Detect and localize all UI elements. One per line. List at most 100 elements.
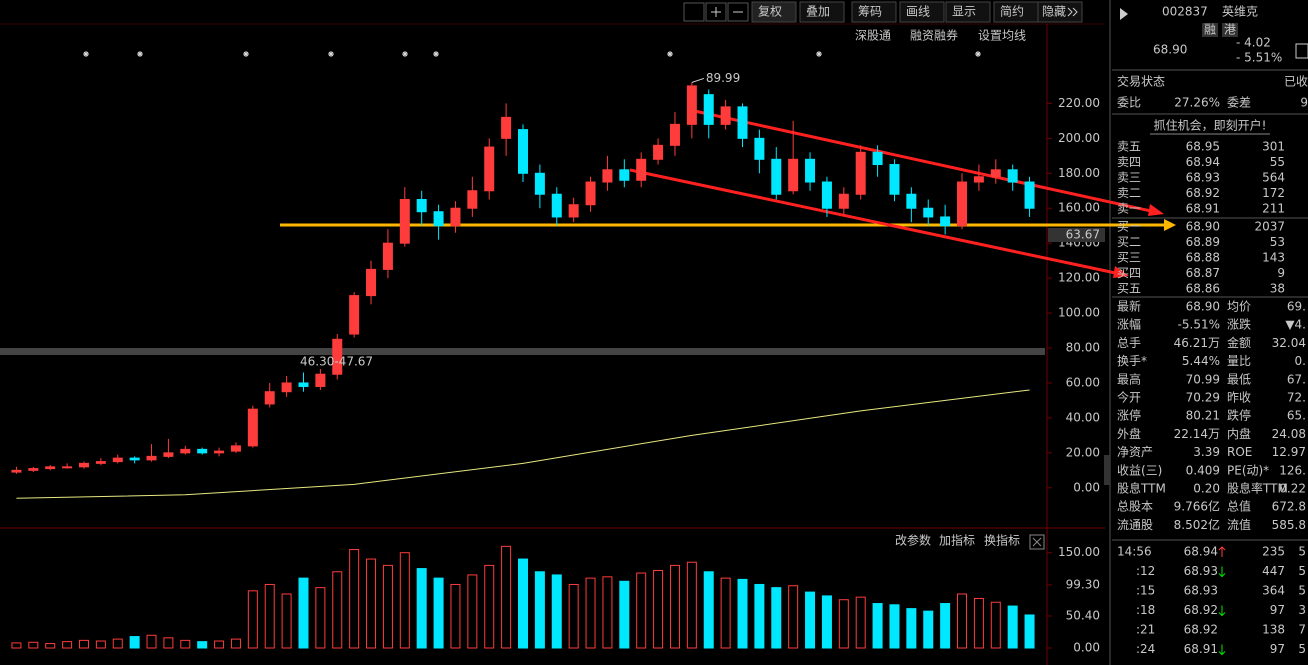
candle-body xyxy=(889,164,900,195)
close-button[interactable] xyxy=(1029,534,1045,550)
book-label: 卖四 xyxy=(1117,155,1141,169)
volume-bar xyxy=(332,571,343,649)
volume-tool[interactable]: 加指标 xyxy=(939,533,975,548)
toolbar-button-label[interactable]: 隐藏 xyxy=(1042,5,1066,19)
sub-tool[interactable]: 深股通 xyxy=(855,29,891,43)
volume-bar xyxy=(180,639,191,649)
candle-body xyxy=(838,193,849,209)
event-marker[interactable] xyxy=(433,51,439,57)
event-marker[interactable] xyxy=(243,51,249,57)
event-marker[interactable] xyxy=(402,51,408,57)
book-price: 68.90 xyxy=(1186,220,1220,234)
stat-value: 65. xyxy=(1287,409,1306,423)
volume-bar xyxy=(669,564,680,649)
y-tick-label: 60.00 xyxy=(1066,375,1100,389)
stat-value: 3.39 xyxy=(1193,445,1220,459)
candle-body xyxy=(332,338,343,375)
banner[interactable]: 抓住机会，即刻开户! xyxy=(1154,118,1267,133)
nav-arrow[interactable] xyxy=(1120,8,1128,20)
sub-tool[interactable]: 融资融券 xyxy=(910,28,958,43)
volume-bar xyxy=(163,637,174,649)
event-marker[interactable] xyxy=(975,51,981,57)
candle-body xyxy=(467,190,478,209)
stat-value: 67. xyxy=(1287,372,1306,386)
stat-label: 金额 xyxy=(1227,335,1251,350)
volume-bar xyxy=(416,568,427,649)
sub-tool[interactable]: 设置均线 xyxy=(978,29,1026,43)
candle-body xyxy=(737,106,748,139)
stat-value: 46.21万 xyxy=(1174,336,1220,350)
tick-count: 7 xyxy=(1298,623,1306,637)
y-tick-label: 0.00 xyxy=(1073,480,1100,494)
book-price: 68.89 xyxy=(1186,235,1220,249)
ratio-value: 27.26% xyxy=(1174,96,1220,110)
candle-body xyxy=(281,382,292,393)
tool-icon[interactable] xyxy=(727,2,749,22)
toolbar-button[interactable] xyxy=(851,1,897,23)
v-tick-label: 99.30 xyxy=(1066,577,1100,591)
volume-tool[interactable]: 换指标 xyxy=(984,533,1020,548)
volume-tool[interactable]: 改参数 xyxy=(895,533,931,548)
trend-line xyxy=(629,168,1126,277)
stat-value: 24.08 xyxy=(1272,427,1306,441)
event-marker[interactable] xyxy=(667,51,673,57)
tag: 港 xyxy=(1224,23,1236,37)
book-price: 68.93 xyxy=(1186,171,1220,185)
volume-bar xyxy=(551,574,562,649)
candle-body xyxy=(957,181,968,227)
volume-bar xyxy=(855,596,866,649)
candle-body xyxy=(95,461,106,464)
tool-icon[interactable] xyxy=(683,2,705,22)
candle-body xyxy=(669,123,680,146)
event-marker[interactable] xyxy=(816,51,822,57)
toolbar-button[interactable] xyxy=(1037,1,1083,23)
volume-bar xyxy=(484,564,495,649)
volume-bar xyxy=(382,564,393,649)
v-tick-label: 150.00 xyxy=(1058,545,1100,559)
volume-bar xyxy=(940,603,951,649)
volume-bar xyxy=(78,639,89,649)
toolbar-button[interactable] xyxy=(799,1,845,23)
add-button[interactable] xyxy=(1295,43,1308,59)
stat-label: 总股本 xyxy=(1117,500,1153,514)
collapse-handle[interactable] xyxy=(1104,455,1110,485)
toolbar-button-label[interactable]: 简约 xyxy=(1000,4,1024,19)
toolbar-button-label[interactable]: 叠加 xyxy=(806,5,830,19)
tick-price: 68.94 xyxy=(1184,545,1218,559)
volume-bar xyxy=(771,587,782,649)
stat-label: 昨收 xyxy=(1227,391,1251,405)
candle-body xyxy=(197,448,208,454)
stat-label: 净资产 xyxy=(1117,445,1153,459)
toolbar-button-label[interactable]: 画线 xyxy=(906,5,930,19)
toolbar-button[interactable] xyxy=(899,1,945,23)
volume-bar xyxy=(653,569,664,649)
tick-arrow xyxy=(1218,644,1226,656)
stock-code: 002837 xyxy=(1162,5,1208,19)
tick-arrow xyxy=(1218,546,1226,557)
stat-value: 585.8 xyxy=(1272,518,1306,532)
toolbar-button-label[interactable]: 筹码 xyxy=(858,5,882,19)
arrow-head xyxy=(1113,266,1129,278)
book-label: 卖五 xyxy=(1117,140,1141,154)
toolbar-button[interactable] xyxy=(751,1,797,23)
candle-body xyxy=(821,181,832,209)
stat-value: 126. xyxy=(1279,463,1306,477)
price-marker: 63.67 xyxy=(1066,228,1100,242)
event-marker[interactable] xyxy=(328,51,334,57)
y-tick-label: 120.00 xyxy=(1058,271,1100,285)
toolbar-button-label[interactable]: 复权 xyxy=(758,5,782,19)
volume-bar xyxy=(349,549,360,649)
change-pct: - 5.51% xyxy=(1236,51,1282,65)
candle-body xyxy=(247,408,258,447)
volume-bar xyxy=(889,604,900,649)
book-label: 卖一 xyxy=(1117,202,1141,216)
volume-bar xyxy=(230,638,241,649)
stat-value: 0.22 xyxy=(1279,482,1306,496)
candle-body xyxy=(146,455,157,461)
toolbar-button-label[interactable]: 显示 xyxy=(952,5,976,19)
event-marker[interactable] xyxy=(137,51,143,57)
tool-icon[interactable] xyxy=(705,2,727,22)
event-marker[interactable] xyxy=(83,51,89,57)
stat-label: 股息率TTM xyxy=(1227,481,1288,496)
toolbar-button[interactable] xyxy=(945,1,991,23)
